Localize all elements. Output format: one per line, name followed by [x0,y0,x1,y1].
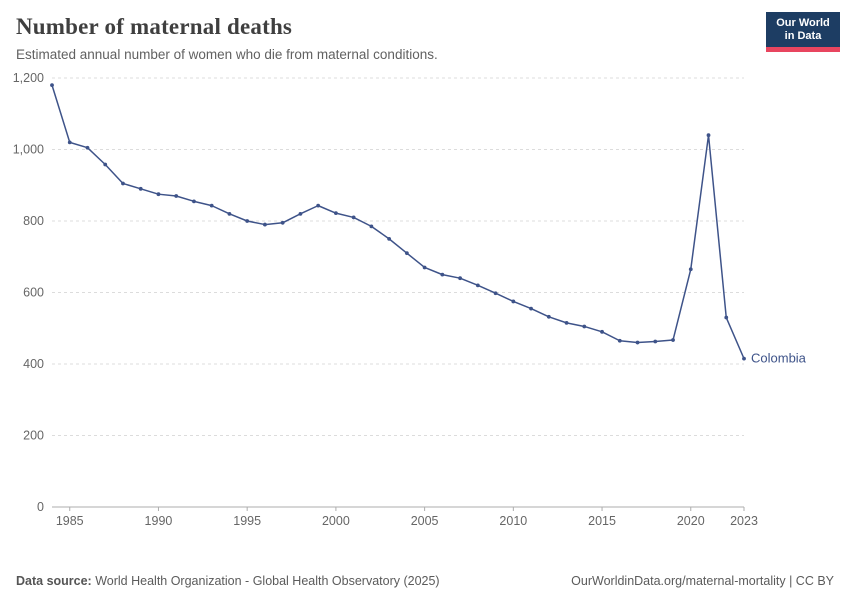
x-tick-label: 2005 [411,514,439,528]
data-point [440,272,445,277]
data-source-label: Data source: [16,574,92,588]
x-tick-label: 2000 [322,514,350,528]
data-point [546,314,551,319]
y-tick-label: 0 [37,500,44,514]
chart-subtitle: Estimated annual number of women who die… [16,47,438,62]
data-point [582,324,587,329]
data-point [671,338,675,342]
data-point [529,306,533,311]
x-tick-label: 2020 [677,514,705,528]
data-point [192,199,196,204]
y-tick-label: 1,000 [13,143,44,157]
x-tick-label: 2023 [730,514,758,528]
logo-line2: in Data [784,30,822,42]
footer-link[interactable]: OurWorldinData.org/maternal-mortality | … [571,574,834,588]
data-point [635,340,640,345]
data-point [67,140,72,145]
data-point [280,220,285,225]
x-tick-label: 1995 [233,514,261,528]
data-point [333,211,338,216]
data-point [121,181,125,186]
data-point [227,211,232,216]
chart-header: Number of maternal deaths Estimated annu… [0,0,850,62]
y-tick-label: 1,200 [13,71,44,85]
data-point [564,320,569,325]
data-point [600,329,604,334]
data-point [263,222,267,227]
chart-area: 0 200 400 600 800 1,000 1,200 1985 1990 1995 2000 2… [0,64,850,544]
x-tick-label: 1990 [145,514,173,528]
series-label: Colombia [751,351,807,366]
data-point [458,276,463,281]
data-point [245,219,250,223]
data-point [493,291,498,296]
y-tick-label: 600 [23,286,44,300]
data-point [404,251,409,256]
data-point [511,299,516,304]
data-point [706,133,711,138]
data-point [724,315,729,320]
data-point [369,224,374,229]
data-point [688,267,693,272]
data-point [617,338,622,343]
data-point [387,236,392,241]
data-point [156,192,161,197]
data-point [351,215,356,220]
x-tick-label: 1985 [56,514,84,528]
data-point [50,83,54,88]
chart-title: Number of maternal deaths [16,14,293,39]
x-tick-label: 2010 [499,514,527,528]
data-point [174,194,179,198]
data-point [422,265,427,270]
data-point [475,283,480,288]
line-chart: 0 200 400 600 800 1,000 1,200 1985 1990 1995 2000 2… [13,71,807,528]
data-point [742,356,746,361]
data-point [85,145,90,150]
y-tick-label: 800 [23,214,44,228]
data-source-text: World Health Organization - Global Healt… [95,574,440,588]
chart-footer: Data source: World Health Organization -… [0,566,850,600]
data-point [103,162,108,167]
data-point [316,203,321,208]
owid-logo[interactable]: Our World in Data [766,12,840,52]
data-point [209,203,214,208]
data-point [138,186,143,191]
y-tick-label: 200 [23,429,44,443]
y-tick-label: 400 [23,357,44,371]
x-tick-label: 2015 [588,514,616,528]
data-line [51,84,745,359]
data-point [298,211,303,216]
data-point [653,339,658,344]
data-source: Data source: World Health Organization -… [16,574,440,588]
logo-line1: Our World [776,17,830,29]
